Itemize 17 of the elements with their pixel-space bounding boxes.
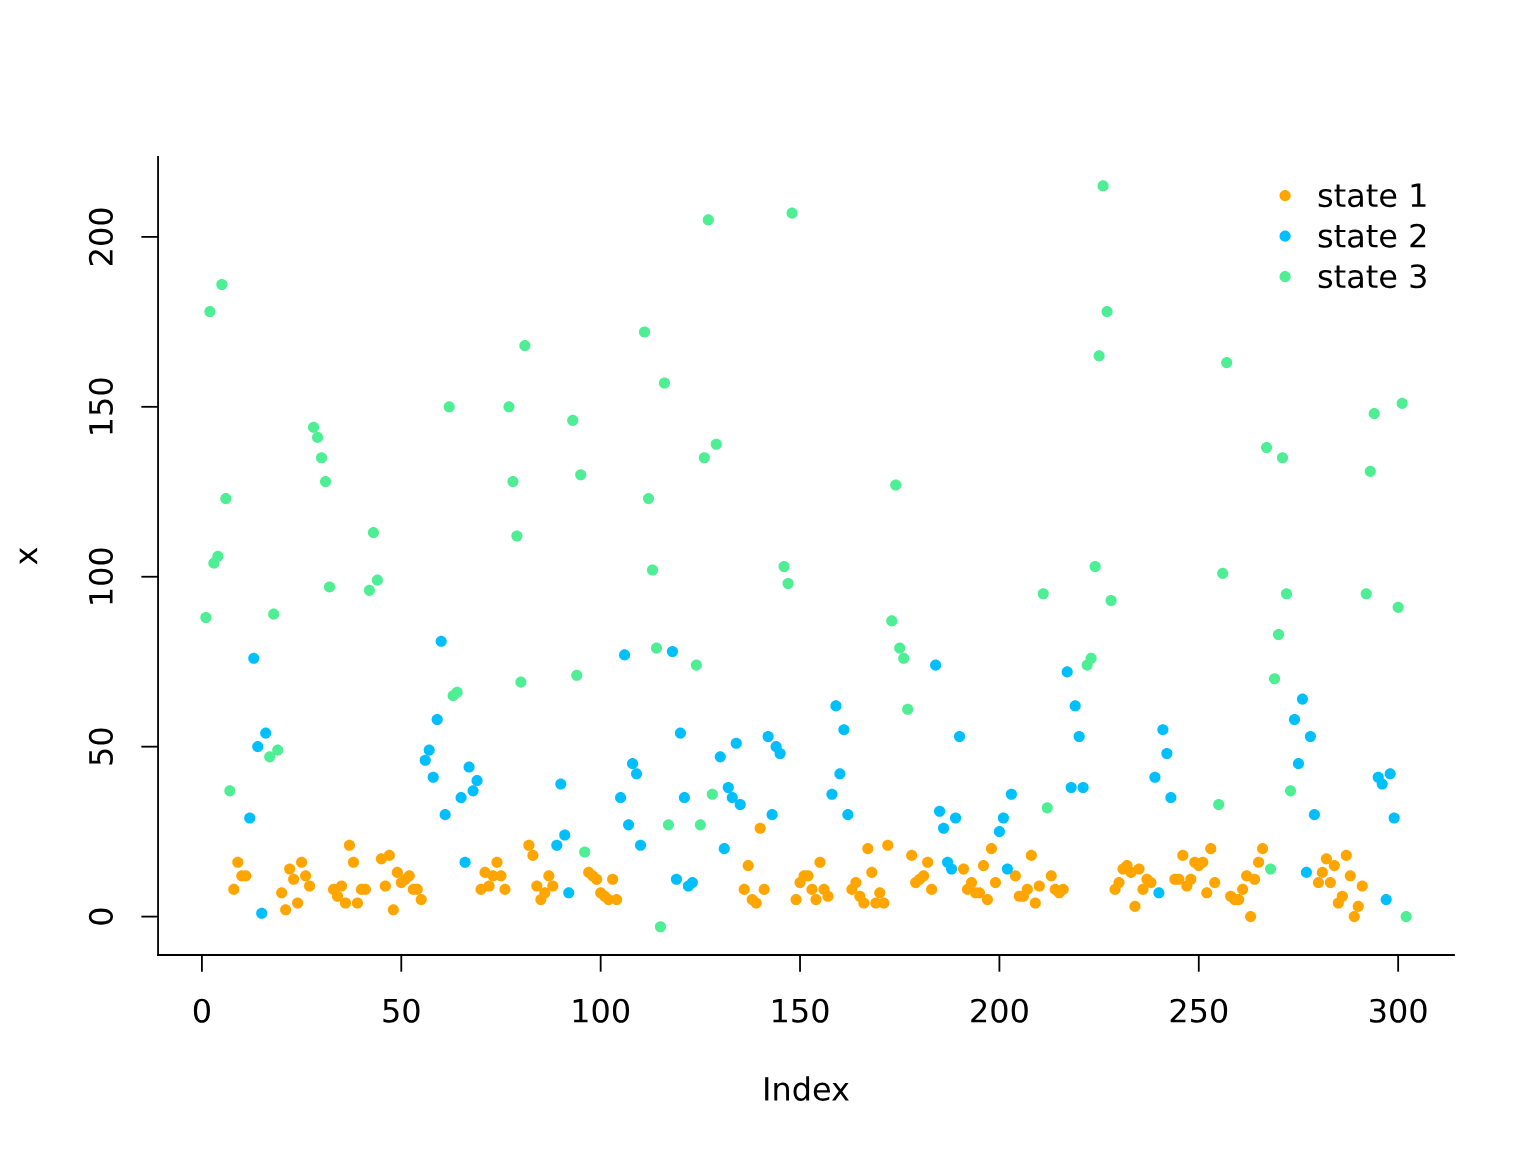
- y-tick-label: 200: [88, 208, 113, 266]
- y-tick-label: 100: [88, 548, 113, 604]
- x-tick-label: 250: [1170, 998, 1228, 1023]
- x-tick-label: 300: [1370, 998, 1427, 1023]
- y-tick-label: 0: [88, 908, 113, 925]
- y-tick-label: 150: [88, 378, 113, 434]
- y-tick-label: 50: [88, 728, 113, 765]
- legend-label: state 1: [1318, 183, 1426, 208]
- y-axis-title: x: [19, 547, 38, 565]
- legend-label: state 3: [1318, 264, 1426, 289]
- x-axis-title: Index: [765, 1076, 849, 1101]
- x-tick-label: 0: [193, 998, 210, 1023]
- x-tick-label: 200: [971, 998, 1028, 1023]
- x-tick-label: 50: [383, 998, 420, 1023]
- x-tick-label: 100: [573, 998, 630, 1023]
- legend-label: state 2: [1318, 223, 1426, 248]
- x-tick-label: 150: [773, 998, 829, 1023]
